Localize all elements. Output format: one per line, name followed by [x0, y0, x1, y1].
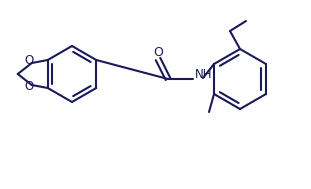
Text: O: O [24, 81, 33, 94]
Text: O: O [24, 54, 33, 67]
Text: NH: NH [195, 68, 212, 81]
Text: O: O [153, 46, 163, 60]
